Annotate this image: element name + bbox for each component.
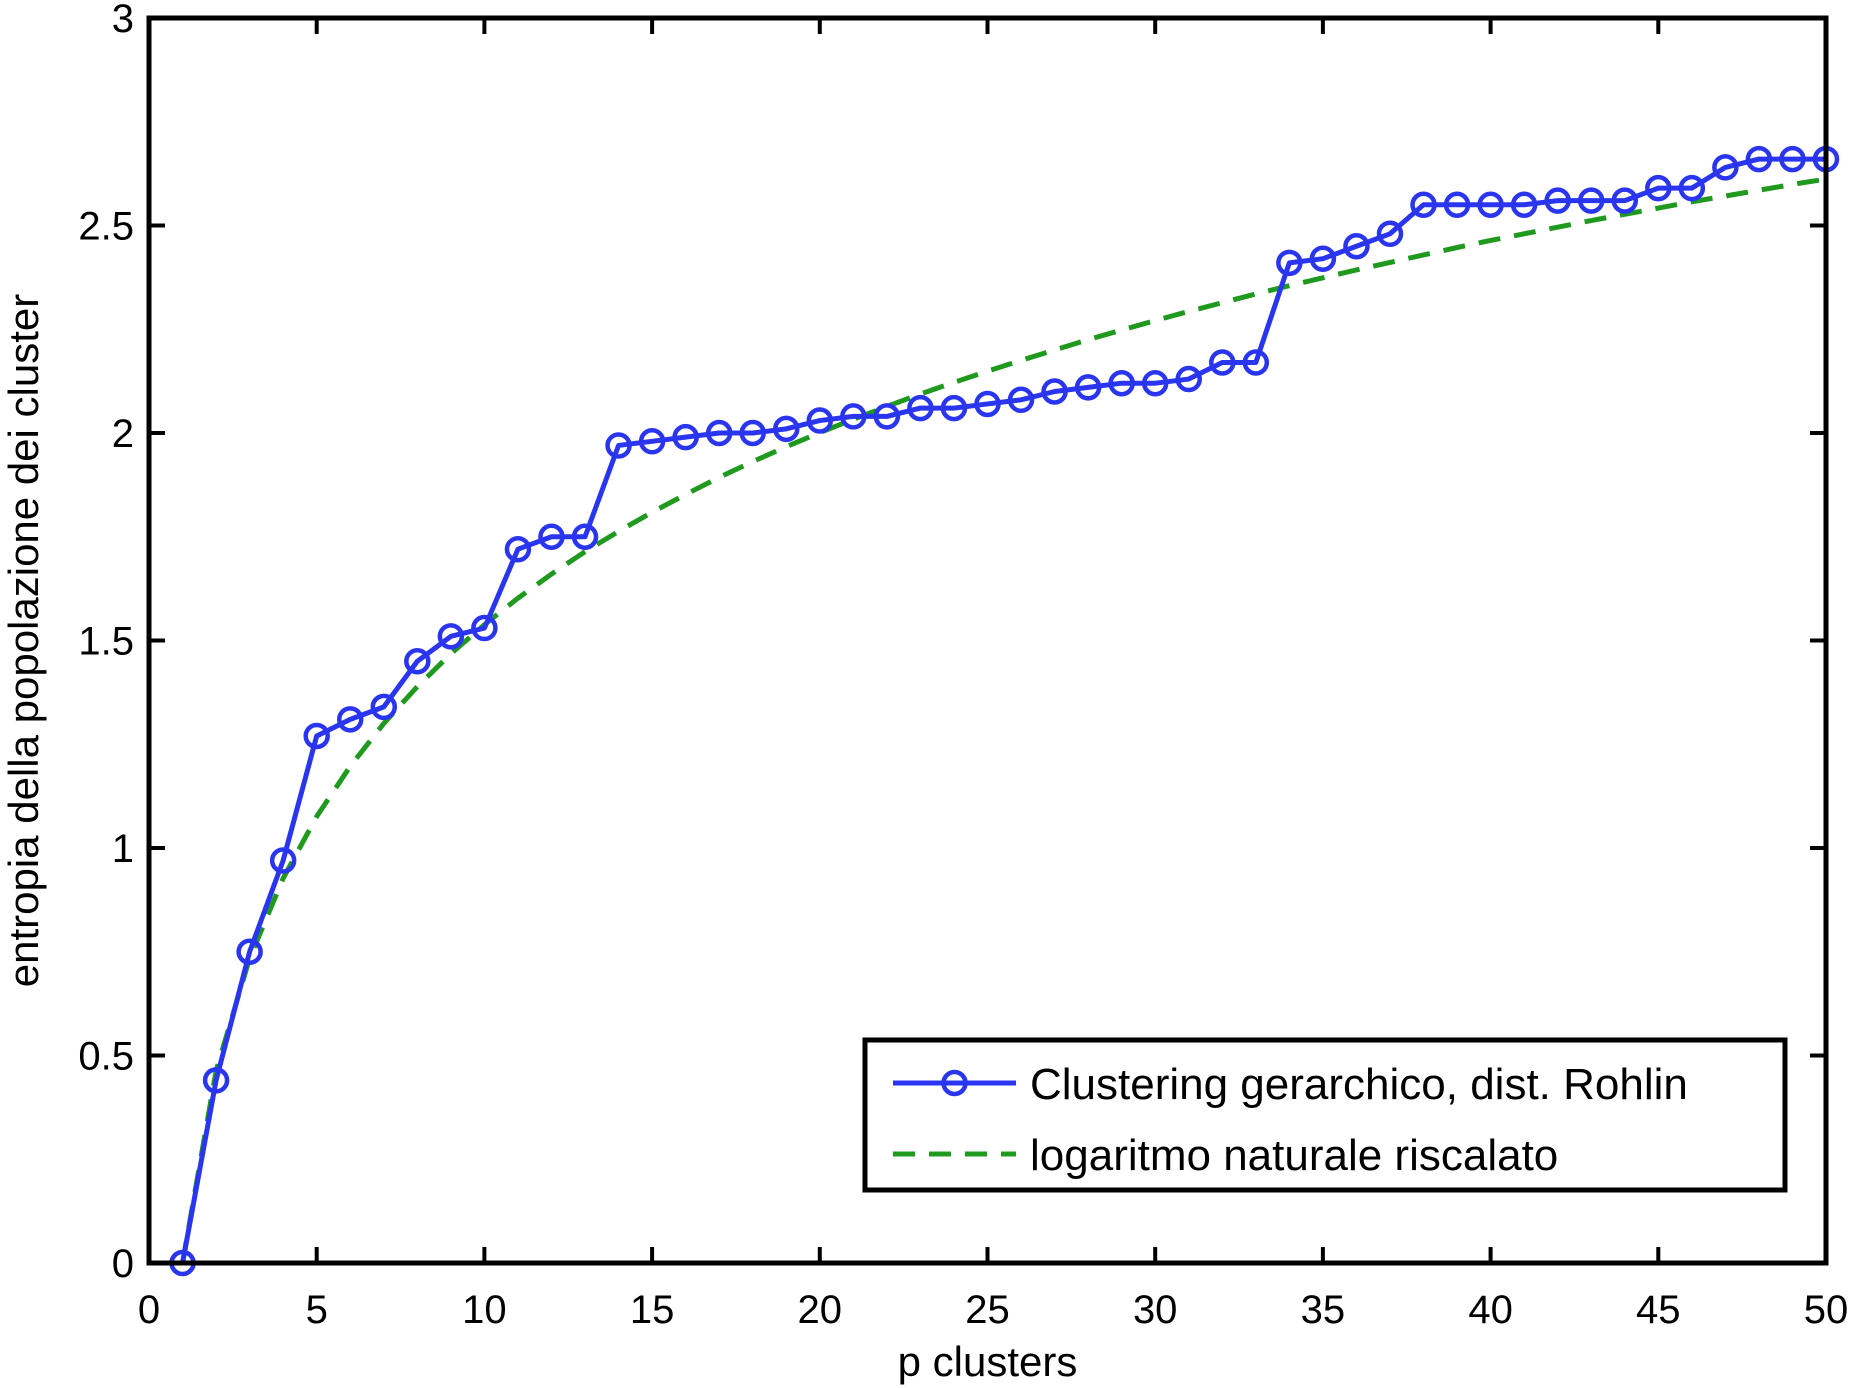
data-point-marker	[1175, 365, 1202, 393]
y-tick-label: 3	[112, 0, 134, 41]
data-point-marker	[1477, 191, 1504, 218]
x-tick-label: 45	[1636, 1288, 1681, 1332]
x-tick-label: 40	[1468, 1288, 1513, 1332]
data-point-marker	[907, 394, 934, 422]
data-point-marker	[1510, 191, 1538, 218]
data-point-marker	[840, 403, 867, 430]
x-axis-label: p clusters	[898, 1338, 1078, 1385]
data-point-marker	[1611, 187, 1639, 214]
data-point-marker	[1678, 174, 1706, 202]
x-tick-label: 5	[306, 1288, 328, 1332]
data-point-marker	[370, 693, 398, 721]
data-point-marker	[269, 847, 297, 874]
series-line-2	[180, 176, 1827, 1264]
legend-label-series-1: Clustering gerarchico, dist. Rohlin	[1030, 1060, 1688, 1109]
data-point-marker	[1309, 245, 1337, 272]
x-tick-label: 35	[1301, 1288, 1346, 1332]
series-layer	[169, 145, 1840, 1277]
data-point-marker	[1376, 220, 1404, 248]
data-point-marker	[672, 423, 699, 451]
data-point-marker	[1007, 386, 1035, 414]
data-point-marker	[1209, 349, 1236, 376]
y-tick-label: 1.5	[78, 620, 134, 664]
data-point-marker	[571, 523, 599, 550]
data-point-marker	[974, 390, 1001, 418]
y-tick-label: 1	[112, 827, 134, 871]
data-point-marker	[739, 419, 766, 447]
legend-label-series-2: logaritmo naturale riscalato	[1030, 1131, 1558, 1180]
series-line-1	[180, 156, 1826, 1264]
data-point-marker	[1779, 145, 1806, 173]
y-tick-label: 2	[112, 412, 134, 456]
x-tick-label: 15	[630, 1288, 675, 1332]
data-point-marker	[1242, 349, 1270, 376]
data-point-marker	[1645, 174, 1672, 202]
x-tick-label: 10	[462, 1288, 507, 1332]
data-point-marker	[605, 432, 632, 459]
data-point-marker	[1745, 145, 1773, 173]
y-tick-label: 0	[112, 1242, 134, 1286]
data-point-marker	[1443, 191, 1471, 218]
data-point-marker	[940, 394, 968, 422]
x-tick-label: 50	[1804, 1288, 1849, 1332]
legend: Clustering gerarchico, dist. Rohlin loga…	[862, 1037, 1788, 1193]
data-point-marker	[1343, 233, 1370, 260]
data-point-marker	[538, 523, 565, 550]
x-tick-label: 30	[1133, 1288, 1178, 1332]
x-tick-label: 20	[798, 1288, 843, 1332]
data-point-marker	[1410, 191, 1437, 218]
data-point-marker	[303, 722, 330, 750]
data-point-marker	[1544, 187, 1571, 214]
data-point-marker	[504, 535, 532, 563]
x-tick-label: 0	[138, 1288, 160, 1332]
data-point-marker	[471, 614, 498, 642]
data-point-marker	[806, 407, 834, 434]
y-tick-label: 2.5	[78, 205, 134, 249]
legend-marker-series-1	[941, 1069, 968, 1097]
data-point-marker	[1141, 369, 1169, 397]
data-point-marker	[705, 419, 733, 447]
legend-box	[862, 1037, 1788, 1193]
data-point-marker	[404, 648, 431, 675]
data-point-marker	[873, 403, 901, 430]
data-point-marker	[1276, 249, 1303, 277]
y-tick-label: 0.5	[78, 1035, 134, 1079]
data-point-marker	[1108, 369, 1135, 397]
x-tick-label: 25	[965, 1288, 1010, 1332]
data-point-marker	[1041, 378, 1068, 405]
data-point-marker	[202, 1067, 230, 1094]
data-point-marker	[336, 706, 364, 733]
y-axis-label: entropia della popolazione dei cluster	[0, 294, 47, 987]
data-point-marker	[437, 623, 465, 650]
data-point-marker	[236, 938, 263, 965]
data-point-marker	[638, 428, 666, 455]
data-point-marker	[1712, 154, 1739, 181]
ticks-layer: 0 5 10 15 20 25 30 35 40 45 50 0 0.5 1 1.5 2 2.5 3	[78, 0, 1848, 1332]
data-point-marker	[773, 415, 800, 443]
data-point-marker	[1074, 374, 1102, 401]
data-point-marker	[1577, 187, 1605, 214]
